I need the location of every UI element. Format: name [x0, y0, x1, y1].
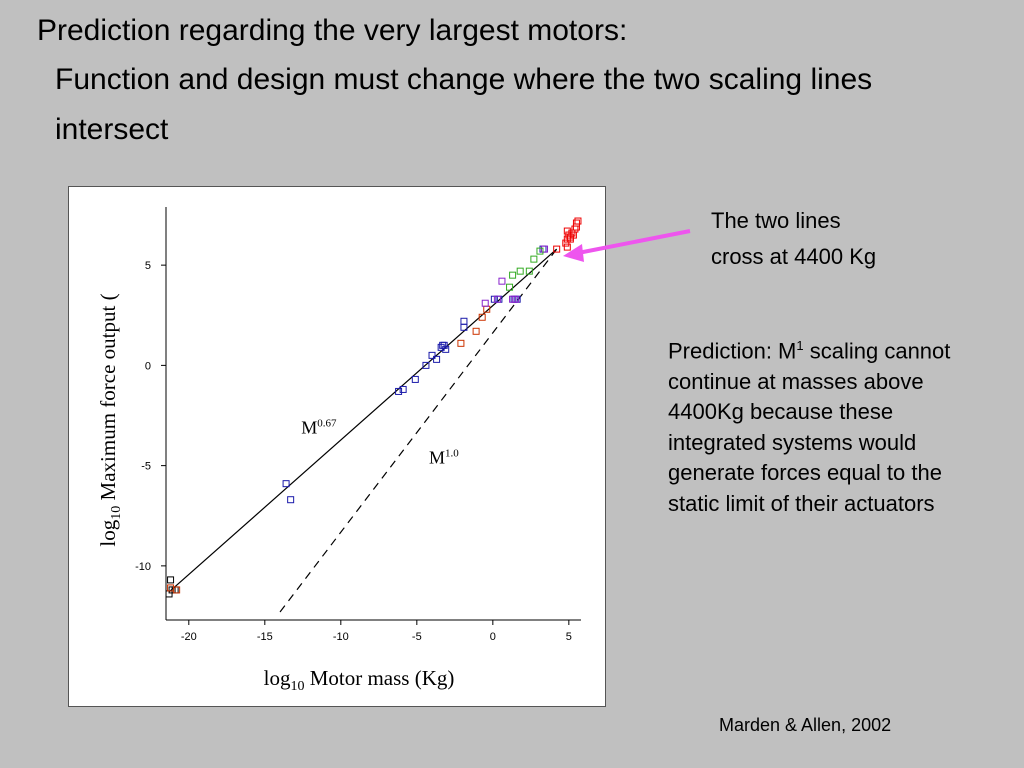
- slide-title: Prediction regarding the very largest mo…: [37, 14, 628, 47]
- data-point: [472, 327, 480, 335]
- y-axis-title: log10 Maximum force output (: [96, 293, 124, 546]
- x-tick-label: -10: [333, 631, 349, 643]
- data-point: [530, 255, 538, 263]
- data-point: [481, 299, 489, 307]
- data-point: [478, 313, 486, 321]
- slide-subtitle-continued: intersect: [55, 113, 169, 146]
- scaling-chart-panel: -20 -15 -10 -5 0 5 5 0 -5 -10 M0.67 M1.0 log10 Mo…: [68, 186, 606, 707]
- data-point: [553, 245, 561, 253]
- data-point: [569, 231, 577, 239]
- data-point: [422, 361, 430, 369]
- x-tick-label: -5: [412, 631, 422, 643]
- data-point: [572, 223, 580, 231]
- data-point: [536, 247, 544, 255]
- data-point: [411, 375, 419, 383]
- data-point: [574, 217, 582, 225]
- prediction-rest: scaling cannot continue at masses above …: [668, 338, 951, 516]
- data-point: [440, 341, 448, 349]
- x-tick-label: -15: [257, 631, 273, 643]
- data-point: [167, 576, 175, 584]
- scaling-line-m10: [279, 248, 558, 613]
- scaling-line-m067: [168, 248, 558, 593]
- data-point: [516, 267, 524, 275]
- scaling-chart: -20 -15 -10 -5 0 5 5 0 -5 -10 M0.67 M1.0 log10 Mo…: [96, 207, 582, 694]
- data-point: [498, 277, 506, 285]
- x-tick-label: -20: [181, 631, 197, 643]
- data-point: [173, 586, 181, 594]
- data-point: [563, 243, 571, 251]
- line-label-m10: M1.0: [429, 448, 459, 468]
- data-point: [457, 339, 465, 347]
- data-point: [282, 480, 290, 488]
- y-tick-label: 5: [145, 260, 151, 272]
- x-tick-label: 5: [566, 631, 572, 643]
- crossing-note: The two lines cross at 4400 Kg: [711, 203, 876, 275]
- data-point: [572, 219, 580, 227]
- data-point: [525, 267, 533, 275]
- data-point: [460, 317, 468, 325]
- line-label-m067: M0.67: [301, 418, 337, 438]
- y-tick-label: -5: [141, 461, 151, 473]
- slide-subtitle: Function and design must change where th…: [55, 63, 873, 96]
- citation: Marden & Allen, 2002: [719, 715, 892, 735]
- data-point: [493, 295, 501, 303]
- data-point: [460, 323, 468, 331]
- data-point: [509, 271, 517, 279]
- y-tick-label: 0: [145, 360, 151, 372]
- data-point: [512, 295, 520, 303]
- data-point: [541, 245, 549, 253]
- data-point: [428, 351, 436, 359]
- crossing-note-line2: cross at 4400 Kg: [711, 244, 877, 269]
- data-point: [563, 227, 571, 235]
- prediction-start: Prediction: M: [668, 338, 797, 364]
- data-point: [506, 283, 514, 291]
- data-point: [433, 355, 441, 363]
- prediction-exponent: 1: [796, 338, 804, 353]
- data-point: [442, 345, 450, 353]
- x-tick-label: 0: [490, 631, 496, 643]
- data-point: [287, 496, 295, 504]
- crossing-note-line1: The two lines: [711, 208, 841, 233]
- data-point: [395, 387, 403, 395]
- data-point: [399, 385, 407, 393]
- y-tick-label: -10: [135, 561, 151, 573]
- prediction-text: Prediction: M1 scaling cannot continue a…: [668, 331, 968, 519]
- x-axis-title: log10 Motor mass (Kg): [264, 666, 455, 694]
- data-point: [562, 239, 570, 247]
